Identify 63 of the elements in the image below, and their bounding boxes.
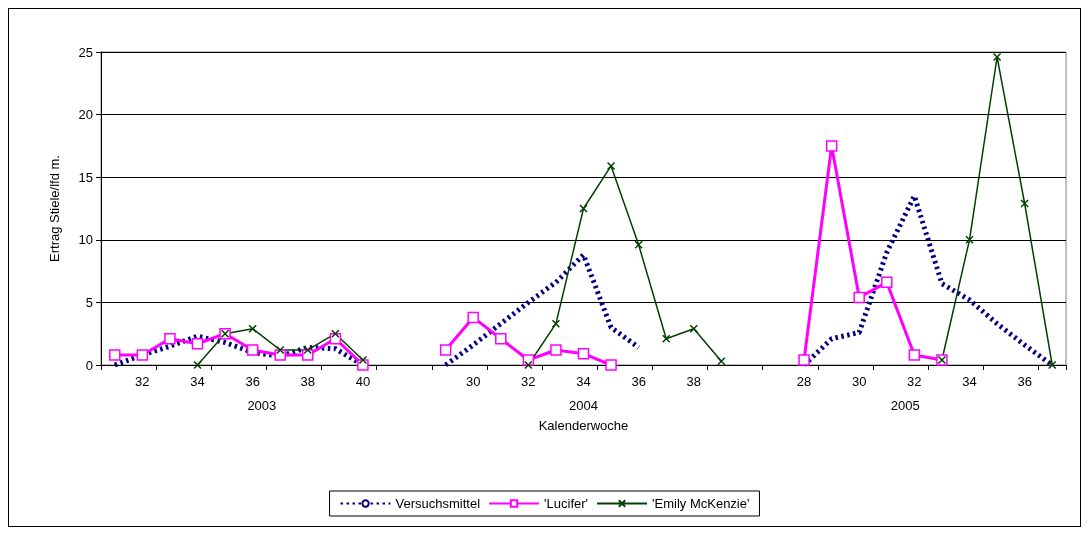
legend-label: Versuchsmittel xyxy=(395,496,481,511)
legend-label: 'Lucifer' xyxy=(544,496,589,511)
x-tick-label: 32 xyxy=(135,374,150,389)
point xyxy=(881,276,893,289)
x-tick-label: 34 xyxy=(190,374,205,389)
y-tick-label: 25 xyxy=(78,44,93,60)
point xyxy=(606,161,616,171)
y-axis-title: Ertrag Stiele/lfd m. xyxy=(47,155,62,262)
point xyxy=(524,360,533,370)
point xyxy=(992,52,1002,62)
point xyxy=(717,356,726,366)
point xyxy=(109,349,121,361)
point xyxy=(358,355,368,365)
point xyxy=(579,204,588,213)
x-tick-label: 30 xyxy=(851,374,867,389)
x-tick-label: 38 xyxy=(686,374,702,389)
y-tick-label: 5 xyxy=(85,294,93,310)
point xyxy=(661,334,671,343)
y-tick-label: 10 xyxy=(78,232,93,248)
point xyxy=(965,235,974,245)
point xyxy=(551,319,561,328)
x-tick-label: 32 xyxy=(521,374,536,389)
y-tick-label: 0 xyxy=(85,357,93,373)
x-tick-label: 30 xyxy=(465,374,481,389)
point xyxy=(495,332,507,345)
point xyxy=(191,337,204,350)
point xyxy=(275,345,285,355)
x-tick-label: 28 xyxy=(796,374,812,389)
point xyxy=(303,345,313,355)
point xyxy=(825,140,838,152)
x-tick-label: 38 xyxy=(300,374,316,389)
point xyxy=(164,332,176,345)
point xyxy=(798,354,810,366)
point xyxy=(689,324,699,333)
point xyxy=(550,344,562,356)
point xyxy=(467,311,479,324)
x-tick-label: 36 xyxy=(1017,374,1032,389)
x-tick-label: 34 xyxy=(962,374,977,389)
point xyxy=(136,349,149,361)
point xyxy=(1020,199,1029,208)
point xyxy=(193,360,202,370)
text: 2005 xyxy=(890,398,920,413)
text: 2004 xyxy=(569,398,598,413)
legend-label: 'Emily McKenzie' xyxy=(652,496,750,511)
point xyxy=(439,344,452,356)
x-tick-label: 36 xyxy=(245,374,260,389)
x-tick-label: 34 xyxy=(576,374,591,389)
text: 2003 xyxy=(247,398,277,413)
point xyxy=(605,359,617,371)
point xyxy=(1047,360,1057,370)
point xyxy=(248,324,257,333)
y-tick-label: 15 xyxy=(78,169,93,185)
x-axis-title: Kalenderwoche xyxy=(538,418,629,433)
point xyxy=(246,344,259,356)
point xyxy=(331,329,340,338)
point xyxy=(908,349,921,361)
point xyxy=(634,240,643,250)
point xyxy=(853,291,865,304)
y-tick-label: 20 xyxy=(78,107,93,123)
x-tick-label: 40 xyxy=(355,374,371,389)
x-tick-label: 32 xyxy=(907,374,922,389)
point xyxy=(577,347,590,360)
x-tick-label: 36 xyxy=(631,374,646,389)
